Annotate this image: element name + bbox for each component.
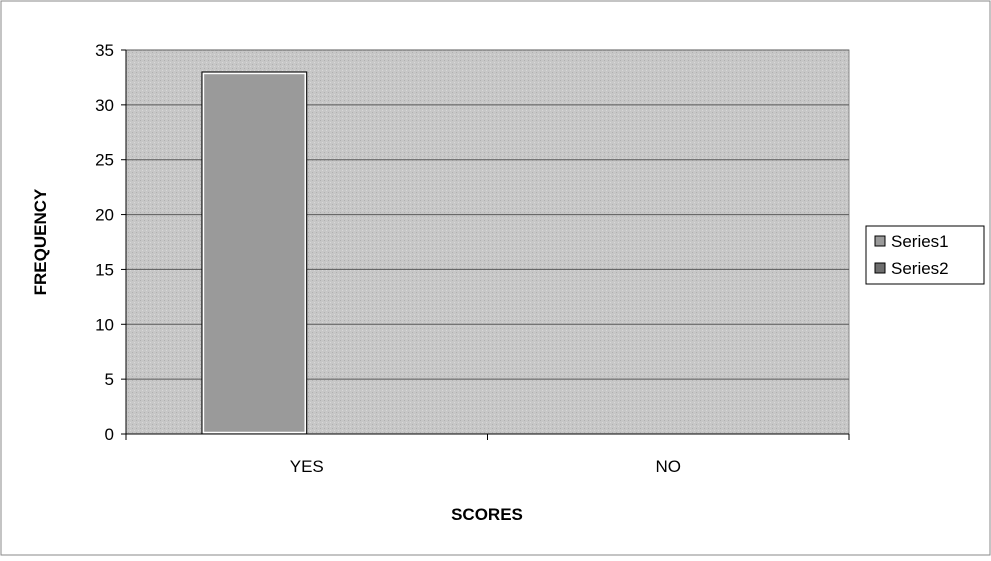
x-tick-label: NO [656,457,682,476]
x-tick-label: YES [290,457,324,476]
y-axis-label: FREQUENCY [31,188,50,295]
y-tick-label: 15 [95,260,114,279]
y-tick-labels: 0 5 10 15 20 25 30 35 [95,41,114,444]
legend: Series1 Series2 [865,225,985,285]
y-tick-label: 30 [95,96,114,115]
bars [201,71,308,435]
axes [121,49,850,440]
legend-label-series1: Series1 [891,232,949,251]
y-tick-label: 10 [95,315,114,334]
legend-box [865,225,985,285]
legend-swatch-series2 [874,262,886,274]
x-axis-label: SCORES [451,505,523,524]
y-tick-label: 0 [105,425,114,444]
y-tick-label: 35 [95,41,114,60]
legend-label-series2: Series2 [891,259,949,278]
bar-series1-yes [201,71,308,435]
x-tick-labels: YES NO [290,457,681,476]
legend-swatch-series1 [874,235,886,247]
y-tick-label: 20 [95,206,114,225]
bar-highlight [202,72,306,434]
y-tick-label: 5 [105,370,114,389]
y-tick-label: 25 [95,151,114,170]
